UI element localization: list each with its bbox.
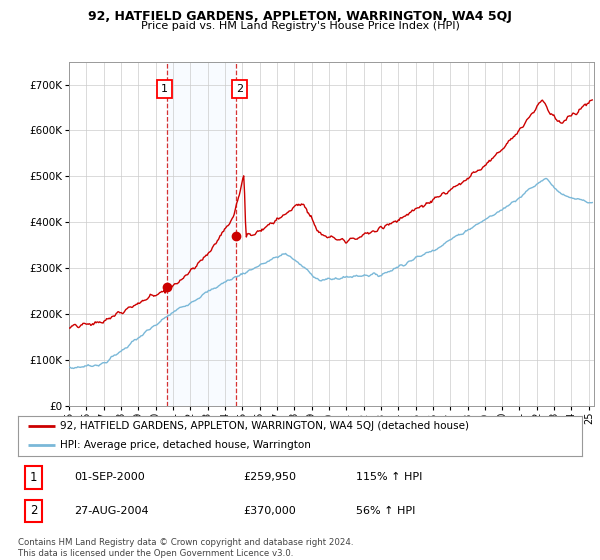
Text: 2: 2 xyxy=(236,84,243,94)
Text: 92, HATFIELD GARDENS, APPLETON, WARRINGTON, WA4 5QJ (detached house): 92, HATFIELD GARDENS, APPLETON, WARRINGT… xyxy=(60,421,469,431)
Text: 2: 2 xyxy=(30,505,38,517)
Text: 115% ↑ HPI: 115% ↑ HPI xyxy=(356,473,423,482)
Text: 01-SEP-2000: 01-SEP-2000 xyxy=(74,473,145,482)
Bar xyxy=(167,62,236,406)
Text: 92, HATFIELD GARDENS, APPLETON, WARRINGTON, WA4 5QJ: 92, HATFIELD GARDENS, APPLETON, WARRINGT… xyxy=(88,10,512,22)
Text: Price paid vs. HM Land Registry's House Price Index (HPI): Price paid vs. HM Land Registry's House … xyxy=(140,21,460,31)
Text: 1: 1 xyxy=(30,471,38,484)
Text: HPI: Average price, detached house, Warrington: HPI: Average price, detached house, Warr… xyxy=(60,440,311,450)
Text: Contains HM Land Registry data © Crown copyright and database right 2024.: Contains HM Land Registry data © Crown c… xyxy=(18,538,353,547)
Text: £370,000: £370,000 xyxy=(244,506,296,516)
Text: £259,950: £259,950 xyxy=(244,473,296,482)
Text: This data is licensed under the Open Government Licence v3.0.: This data is licensed under the Open Gov… xyxy=(18,549,293,558)
Text: 56% ↑ HPI: 56% ↑ HPI xyxy=(356,506,416,516)
Text: 1: 1 xyxy=(161,84,168,94)
Text: 27-AUG-2004: 27-AUG-2004 xyxy=(74,506,149,516)
